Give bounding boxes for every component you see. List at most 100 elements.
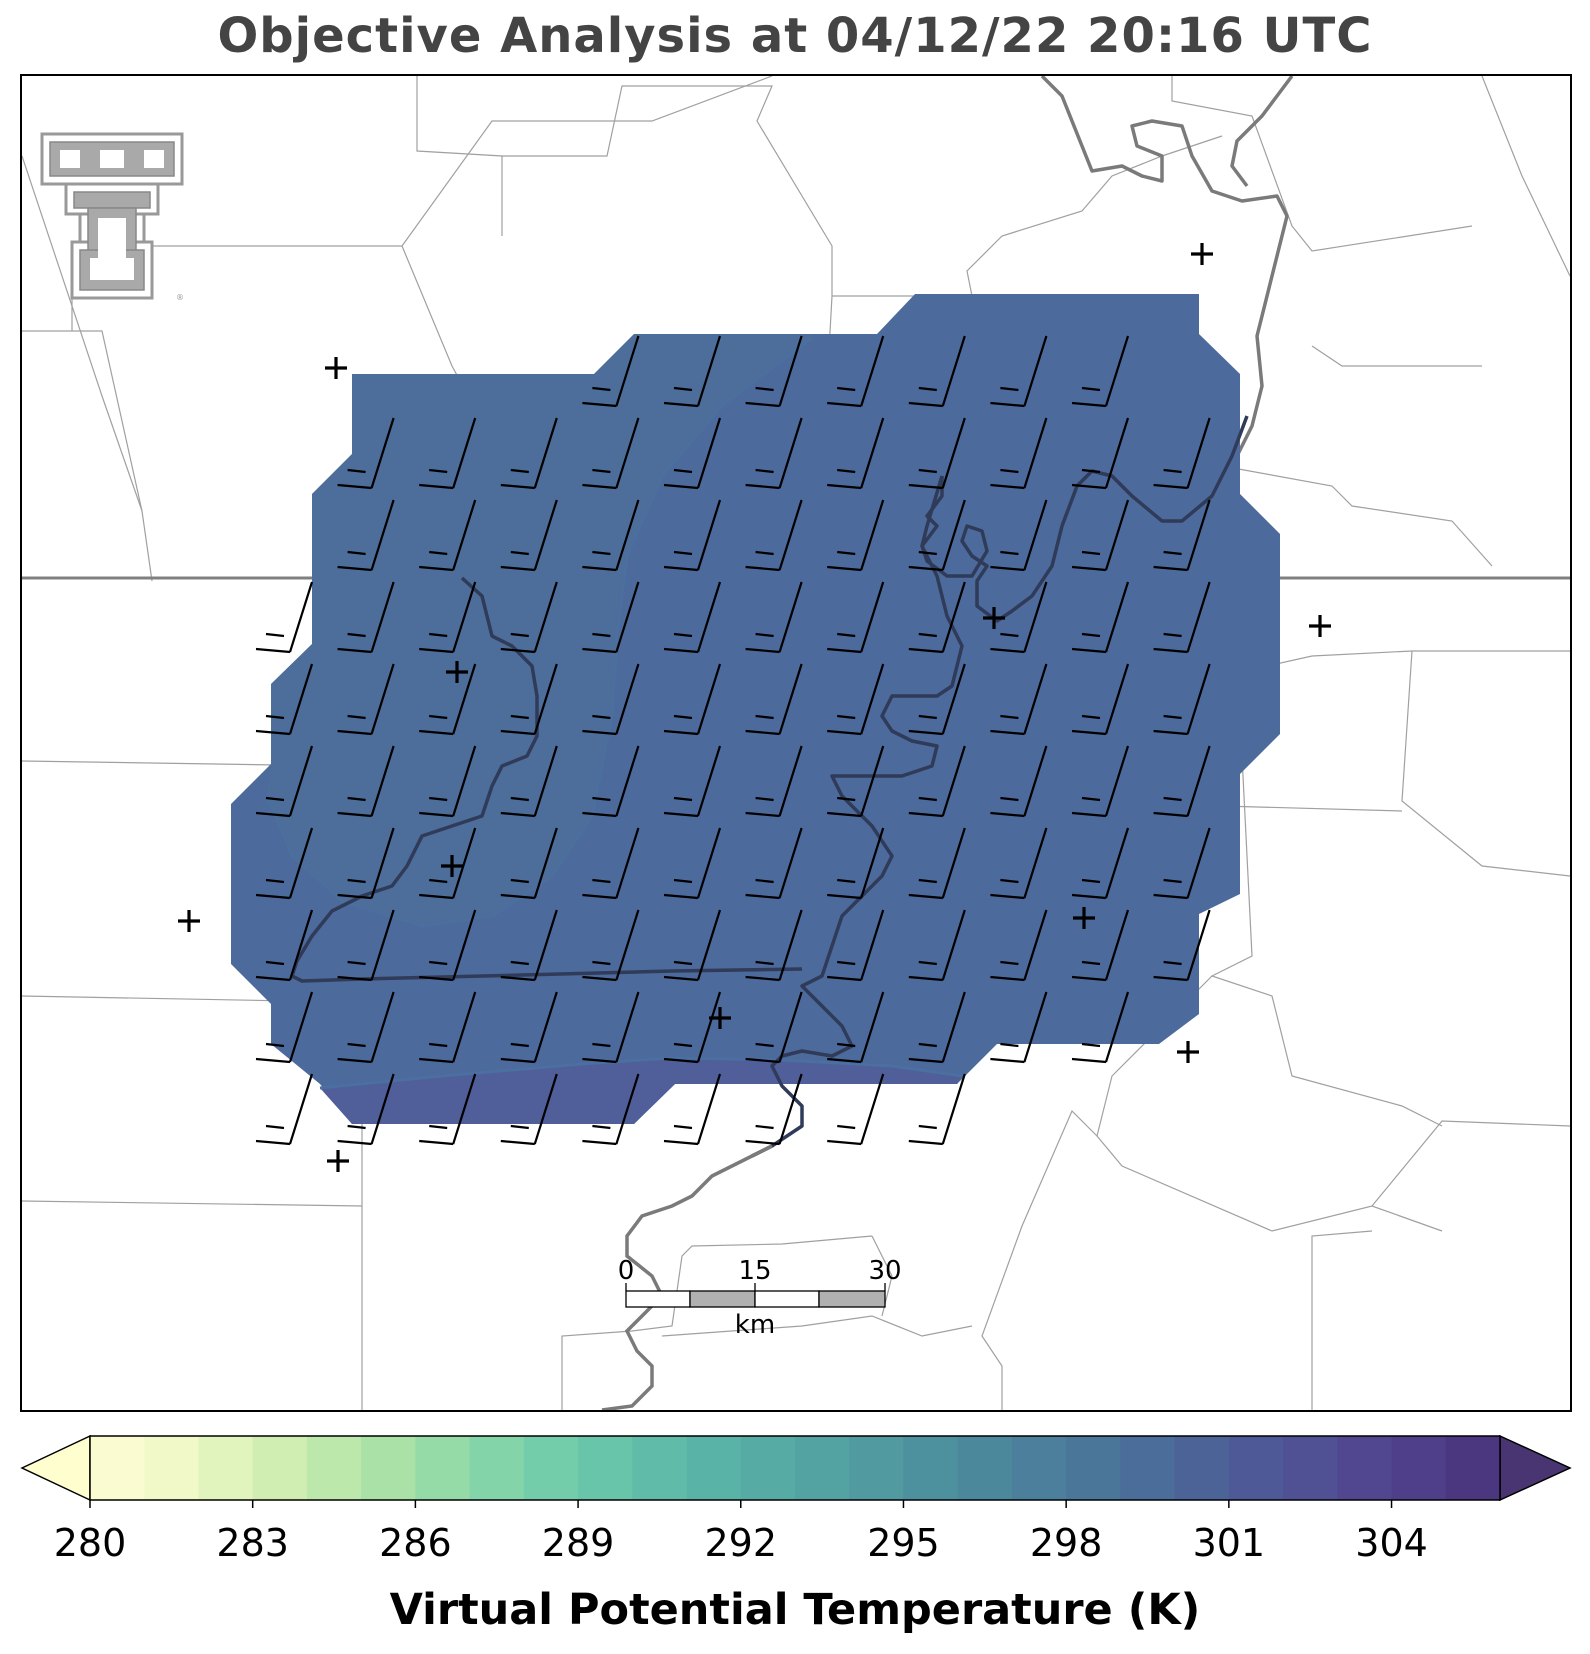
wind-barb: [908, 581, 966, 654]
wind-barbs: [255, 335, 1211, 1146]
colorbar-cell: [469, 1436, 525, 1500]
wind-barb: [1153, 745, 1211, 818]
wind-barb: [663, 417, 722, 490]
wind-barb: [827, 1073, 885, 1146]
wind-barb: [582, 827, 640, 900]
wind-barb: [663, 1073, 722, 1146]
wind-barb: [582, 663, 640, 736]
wind-barb: [500, 499, 558, 572]
station-marker: [446, 661, 468, 683]
wind-barb: [337, 827, 395, 900]
colorbar-cell: [1174, 1436, 1230, 1500]
scale-label-30: 30: [868, 1256, 901, 1286]
wind-barb: [1071, 991, 1130, 1064]
wind-barb: [582, 1073, 640, 1146]
scale-segment: [689, 1290, 756, 1308]
wind-barb: [419, 745, 477, 818]
colorbar-cell: [1391, 1436, 1447, 1500]
wind-barb: [1071, 909, 1130, 982]
colorbar-cell: [1445, 1436, 1501, 1500]
colorbar-cell: [252, 1436, 308, 1500]
colorbar-ticks: 280 283 286 289 292 295 298 301 304: [54, 1500, 1428, 1565]
wind-barb: [255, 991, 314, 1064]
station-marker: [1073, 907, 1095, 929]
wind-barb: [827, 499, 885, 572]
map-canvas: ® 0 15 30 km: [22, 76, 1570, 1410]
colorbar-cell: [1011, 1436, 1067, 1500]
wind-barb: [337, 1073, 395, 1146]
wind-barb: [745, 499, 803, 572]
wind-barb: [255, 663, 314, 736]
wind-barb: [419, 909, 477, 982]
wind-barb: [990, 991, 1048, 1064]
colorbar-cell: [90, 1436, 145, 1500]
wind-barb: [582, 417, 640, 490]
colorbar-over-arrow: [1499, 1434, 1572, 1502]
colorbar-cell: [1228, 1436, 1284, 1500]
scale-label-15: 15: [738, 1256, 771, 1286]
wind-barb: [827, 417, 885, 490]
colorbar-tick-label: 292: [705, 1521, 778, 1565]
wind-barb: [337, 417, 395, 490]
station-markers: [178, 243, 1331, 1172]
colorbar-cell: [686, 1436, 742, 1500]
colorbar-cell: [1066, 1436, 1121, 1500]
wind-barb: [419, 499, 477, 572]
wind-barb: [419, 581, 477, 654]
colorbar-label: Virtual Potential Temperature (K): [389, 1585, 1201, 1635]
wind-barb: [419, 991, 477, 1064]
wind-barb: [582, 499, 640, 572]
wind-barb: [337, 581, 395, 654]
wind-barb: [419, 663, 477, 736]
wind-barb: [827, 663, 885, 736]
wind-barb: [827, 581, 885, 654]
wind-barb: [827, 745, 885, 818]
colorbar-cell: [849, 1436, 904, 1500]
colorbar-cell: [523, 1436, 579, 1500]
wind-barb: [582, 909, 640, 982]
wind-barb: [990, 909, 1048, 982]
station-marker: [178, 910, 200, 932]
wind-barb: [582, 581, 640, 654]
wind-barb: [1153, 417, 1211, 490]
colorbar-cell: [415, 1436, 471, 1500]
wind-barb: [1153, 909, 1211, 982]
station-marker: [1177, 1041, 1199, 1063]
wind-barb: [663, 991, 722, 1064]
scale-unit: km: [735, 1310, 775, 1340]
wind-barb: [500, 991, 558, 1064]
map-title: Objective Analysis at 04/12/22 20:16 UTC: [217, 8, 1373, 64]
wind-barb: [500, 827, 558, 900]
wind-barb: [337, 909, 395, 982]
wind-barb: [745, 663, 803, 736]
wind-barb: [255, 581, 314, 654]
wind-barb: [1153, 827, 1211, 900]
wind-barb: [1153, 581, 1211, 654]
wind-barb: [1071, 745, 1130, 818]
wind-barb: [908, 663, 966, 736]
wind-barb: [1071, 581, 1130, 654]
colorbar-cell: [903, 1436, 959, 1500]
map-panel[interactable]: ® 0 15 30 km: [20, 74, 1572, 1412]
wind-barb: [663, 581, 722, 654]
wind-barb: [663, 745, 722, 818]
colorbar-cell: [740, 1436, 796, 1500]
colorbar-tick-label: 286: [379, 1521, 452, 1565]
wind-barb: [500, 417, 558, 490]
wind-barb: [500, 1073, 558, 1146]
colorbar-cell: [361, 1436, 416, 1500]
station-marker: [441, 855, 463, 877]
colorbar-cell: [1283, 1436, 1338, 1500]
svg-text:®: ®: [176, 293, 184, 302]
colorbar-cell: [795, 1436, 850, 1500]
wind-barb: [337, 745, 395, 818]
colorbar-under-arrow: [20, 1434, 91, 1502]
colorbar-cell: [632, 1436, 688, 1500]
wind-barb: [419, 1073, 477, 1146]
wind-barb: [827, 909, 885, 982]
colorbar-cell: [144, 1436, 199, 1500]
colorbar-tick-label: 301: [1193, 1521, 1266, 1565]
wind-barb: [582, 745, 640, 818]
wind-barb: [663, 827, 722, 900]
wind-barb: [908, 745, 966, 818]
